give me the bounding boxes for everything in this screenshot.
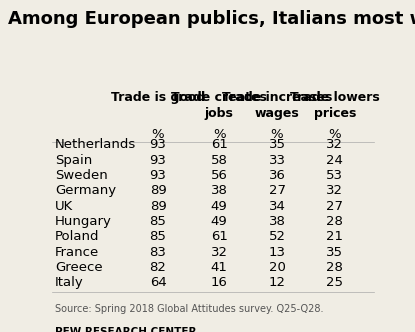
Text: Trade lowers
prices: Trade lowers prices: [290, 91, 380, 120]
Text: Italy: Italy: [55, 276, 84, 289]
Text: 61: 61: [211, 138, 227, 151]
Text: 28: 28: [327, 215, 343, 228]
Text: 21: 21: [327, 230, 343, 243]
Text: %: %: [329, 128, 341, 141]
Text: 85: 85: [149, 230, 166, 243]
Text: Netherlands: Netherlands: [55, 138, 137, 151]
Text: 20: 20: [269, 261, 286, 274]
Text: 64: 64: [150, 276, 166, 289]
Text: Germany: Germany: [55, 184, 116, 197]
Text: 53: 53: [327, 169, 343, 182]
Text: 36: 36: [269, 169, 286, 182]
Text: %: %: [271, 128, 283, 141]
Text: 38: 38: [211, 184, 227, 197]
Text: 34: 34: [269, 200, 286, 212]
Text: %: %: [213, 128, 225, 141]
Text: 58: 58: [211, 154, 227, 167]
Text: 32: 32: [327, 138, 343, 151]
Text: 83: 83: [149, 246, 166, 259]
Text: 32: 32: [211, 246, 227, 259]
Text: 27: 27: [327, 200, 343, 212]
Text: 89: 89: [150, 200, 166, 212]
Text: 28: 28: [327, 261, 343, 274]
Text: UK: UK: [55, 200, 73, 212]
Text: 93: 93: [149, 169, 166, 182]
Text: 32: 32: [327, 184, 343, 197]
Text: 38: 38: [269, 215, 286, 228]
Text: 33: 33: [269, 154, 286, 167]
Text: 85: 85: [149, 215, 166, 228]
Text: Greece: Greece: [55, 261, 103, 274]
Text: 24: 24: [327, 154, 343, 167]
Text: 41: 41: [211, 261, 227, 274]
Text: 12: 12: [269, 276, 286, 289]
Text: 35: 35: [269, 138, 286, 151]
Text: 82: 82: [149, 261, 166, 274]
Text: Trade increases
wages: Trade increases wages: [222, 91, 332, 120]
Text: Poland: Poland: [55, 230, 100, 243]
Text: Source: Spring 2018 Global Attitudes survey. Q25-Q28.: Source: Spring 2018 Global Attitudes sur…: [55, 304, 324, 314]
Text: Trade creates
jobs: Trade creates jobs: [171, 91, 267, 120]
Text: 52: 52: [269, 230, 286, 243]
Text: 93: 93: [149, 154, 166, 167]
Text: 13: 13: [269, 246, 286, 259]
Text: 35: 35: [327, 246, 343, 259]
Text: France: France: [55, 246, 99, 259]
Text: 25: 25: [327, 276, 343, 289]
Text: 89: 89: [150, 184, 166, 197]
Text: 27: 27: [269, 184, 286, 197]
Text: Spain: Spain: [55, 154, 93, 167]
Text: Trade is good: Trade is good: [111, 91, 205, 104]
Text: Hungary: Hungary: [55, 215, 112, 228]
Text: 49: 49: [211, 215, 227, 228]
Text: 49: 49: [211, 200, 227, 212]
Text: 93: 93: [149, 138, 166, 151]
Text: PEW RESEARCH CENTER: PEW RESEARCH CENTER: [55, 327, 197, 332]
Text: 16: 16: [211, 276, 227, 289]
Text: Sweden: Sweden: [55, 169, 108, 182]
Text: 56: 56: [211, 169, 227, 182]
Text: %: %: [152, 128, 164, 141]
Text: Among European publics, Italians most wary of trade: Among European publics, Italians most wa…: [8, 10, 415, 28]
Text: 61: 61: [211, 230, 227, 243]
